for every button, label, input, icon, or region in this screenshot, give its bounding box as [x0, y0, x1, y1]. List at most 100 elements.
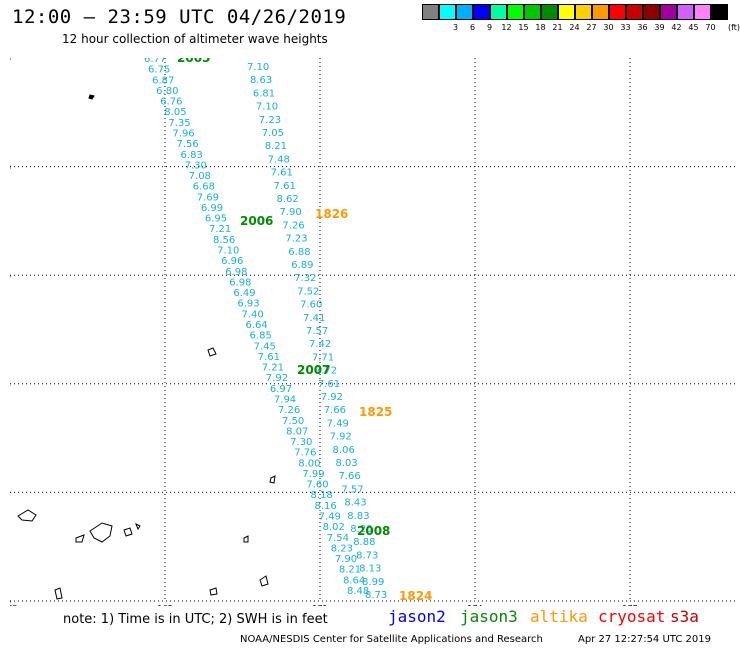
island [259, 575, 269, 587]
wave-height-label: 8.18 [310, 490, 332, 501]
wave-height-label: 8.21 [339, 565, 361, 576]
wave-height-label: 6.77 [144, 58, 166, 65]
satellite-jason2: jason2 [388, 607, 446, 626]
island [269, 475, 276, 484]
wave-height-label: 6.76 [160, 97, 182, 108]
legend-label: 21 [552, 23, 563, 32]
wave-height-label: 7.23 [285, 234, 307, 245]
wave-height-label: 7.50 [282, 416, 304, 427]
wave-height-label: 7.57 [341, 484, 363, 495]
wave-height-label: 7.61 [258, 352, 280, 363]
wave-height-label: 7.61 [271, 168, 293, 179]
wave-height-label: 8.23 [331, 543, 353, 554]
lat-lon-grid [10, 58, 735, 602]
wave-height-label: 7.94 [274, 394, 296, 405]
lat-tick-label: 18 [10, 164, 11, 172]
map-title: 12:00 – 23:59 UTC 04/26/2019 [12, 6, 347, 28]
satellite-altika: altika [530, 607, 588, 626]
wave-height-label: 8.62 [277, 194, 299, 205]
wave-height-label: 6.88 [288, 247, 310, 258]
legend-swatch [473, 4, 490, 20]
lon-tick-label: 165 [10, 604, 18, 606]
wave-height-labels: 6.776.756.876.806.768.057.357.967.566.83… [144, 58, 387, 601]
wave-height-label: 8.83 [347, 511, 369, 522]
wave-height-label: 7.26 [282, 220, 304, 231]
wave-height-label: 7.61 [274, 181, 296, 192]
wave-height-label: 8.43 [344, 498, 366, 509]
wave-height-label: 7.60 [300, 300, 322, 311]
timestamp-text: Apr 27 12:27:54 UTC 2019 [578, 634, 711, 645]
wave-height-label: 7.61 [318, 379, 340, 390]
wave-height-label: 7.40 [241, 309, 263, 320]
wave-height-label: 7.52 [297, 286, 319, 297]
island [207, 347, 217, 357]
wave-height-label: 6.89 [291, 260, 313, 271]
wave-height-label: 7.42 [309, 339, 331, 350]
wave-height-label: 7.30 [185, 160, 207, 171]
wave-height-label: 8.05 [164, 107, 186, 118]
wave-height-label: 8.99 [362, 577, 384, 588]
lon-tick-label: 177 [622, 604, 637, 606]
wave-height-label: 7.90 [335, 554, 357, 565]
wave-height-label: 7.54 [327, 533, 349, 544]
wave-height-label: 8.02 [323, 522, 345, 533]
wave-height-label: 7.92 [330, 432, 352, 443]
wave-height-label: 7.08 [189, 171, 211, 182]
time-label: 1824 [399, 589, 432, 603]
legend-swatch [660, 4, 677, 20]
wave-height-label: 7.90 [279, 207, 301, 218]
wave-height-label: 6.97 [270, 384, 292, 395]
legend-swatch [592, 4, 609, 20]
wave-height-label: 8.00 [298, 458, 320, 469]
wave-height-label: 6.95 [205, 214, 227, 225]
legend-label: 12 [501, 23, 512, 32]
wave-height-label: 8.48 [347, 586, 369, 597]
legend-label: 6 [469, 23, 476, 32]
island [135, 522, 141, 531]
legend-swatch [524, 4, 541, 20]
wave-height-label: 7.21 [262, 363, 284, 374]
legend-label: 18 [535, 23, 546, 32]
island [123, 527, 133, 537]
legend-label: 9 [486, 23, 493, 32]
legend-label: 39 [654, 23, 665, 32]
time-label: 1825 [359, 405, 392, 419]
wave-height-label: 6.87 [152, 75, 174, 86]
wave-height-label: 8.56 [213, 235, 235, 246]
legend-swatch [422, 4, 439, 20]
lat-tick-label: 12 [10, 489, 11, 497]
legend-swatch [643, 4, 660, 20]
wave-height-label: 8.16 [315, 501, 337, 512]
legend-swatch [711, 4, 728, 20]
wave-height-label: 8.63 [250, 75, 272, 86]
time-label: 2007 [297, 363, 330, 377]
wave-height-label: 7.49 [319, 512, 341, 523]
wave-height-label: 7.41 [303, 313, 325, 324]
wave-height-label: 7.32 [294, 273, 316, 284]
wave-height-label: 8.88 [353, 537, 375, 548]
time-label: 2005 [177, 58, 210, 65]
wave-height-label: 7.72 [315, 366, 337, 377]
legend-swatch [626, 4, 643, 20]
legend-swatch [456, 4, 473, 20]
wave-height-label: 7.10 [247, 62, 269, 73]
wave-height-label: 7.30 [290, 437, 312, 448]
wave-height-label: 6.83 [181, 150, 203, 161]
wave-height-map: 165 168 171 174 177 20 18 16 14 12 10 6.776.756.87… [10, 58, 735, 606]
wave-height-label: 6.49 [233, 288, 255, 299]
satellite-jason3: jason3 [460, 607, 518, 626]
wave-height-label: 8.21 [265, 141, 287, 152]
legend-label: 42 [671, 23, 682, 32]
wave-height-label: 7.76 [294, 448, 316, 459]
wave-height-label: 7.96 [172, 128, 194, 139]
legend-swatch [439, 4, 456, 20]
legend-label: 30 [603, 23, 614, 32]
wave-height-label: 7.10 [217, 246, 239, 257]
note-text: note: 1) Time is in UTC; 2) SWH is in fe… [63, 612, 328, 627]
wave-height-label: 6.80 [156, 86, 178, 97]
wave-height-label: 7.05 [262, 128, 284, 139]
legend-swatch [541, 4, 558, 20]
coastlines [17, 94, 276, 600]
wave-height-label: 7.26 [278, 405, 300, 416]
legend-swatch [677, 4, 694, 20]
